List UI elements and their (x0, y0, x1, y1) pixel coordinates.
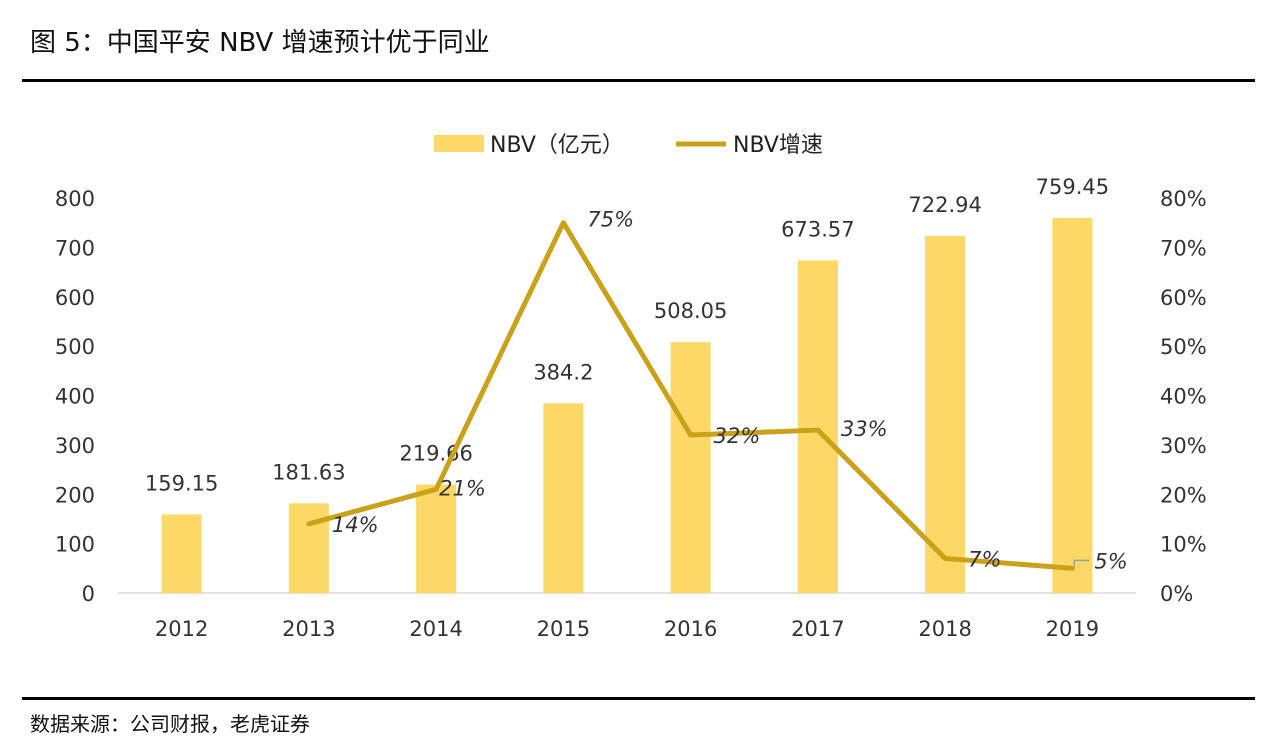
right-axis-tick: 80% (1160, 187, 1207, 211)
bar-2017 (797, 260, 838, 593)
right-axis-tick: 60% (1160, 286, 1207, 310)
bar-value-label: 508.05 (654, 299, 727, 323)
left-axis-tick: 700 (55, 236, 95, 260)
right-axis-tick: 40% (1160, 385, 1207, 409)
bar-2018 (925, 236, 966, 593)
bar-value-label: 159.15 (145, 471, 218, 495)
right-axis-tick: 70% (1160, 236, 1207, 260)
bar-2016 (670, 342, 711, 593)
x-axis-tick: 2015 (537, 617, 590, 641)
bar-value-label: 759.45 (1036, 175, 1109, 199)
growth-line (306, 220, 1075, 571)
right-axis-tick: 0% (1160, 582, 1193, 606)
bar-value-label: 673.57 (781, 217, 854, 241)
growth-value-label: 14% (332, 513, 379, 537)
data-source-note: 数据来源：公司财报，老虎证券 (30, 712, 310, 736)
bar-value-label: 384.2 (533, 360, 593, 384)
legend-label-bar: NBV（亿元） (490, 133, 624, 158)
bar-value-label: 219.66 (399, 442, 472, 466)
x-axis-tick: 2018 (918, 617, 971, 641)
bar-2014 (416, 484, 457, 593)
bar-2012 (161, 514, 202, 593)
right-axis-tick: 10% (1160, 533, 1207, 557)
x-axis-tick: 2017 (791, 617, 844, 641)
left-axis-tick: 300 (55, 434, 95, 458)
x-axis-tick: 2014 (409, 617, 462, 641)
bar-2019 (1052, 218, 1093, 594)
left-axis-tick: 500 (55, 335, 95, 359)
bar-value-label: 722.94 (908, 193, 981, 217)
chart-title: 图 5：中国平安 NBV 增速预计优于同业 (30, 28, 490, 58)
growth-value-label: 7% (968, 547, 1001, 571)
growth-value-label: 21% (439, 476, 486, 500)
bar-2015 (543, 403, 584, 593)
x-axis-tick: 2013 (282, 617, 335, 641)
left-axis-tick: 400 (55, 385, 95, 409)
x-axis-tick: 2012 (155, 617, 208, 641)
legend-label-line: NBV增速 (733, 133, 823, 158)
bar-value-label: 181.63 (272, 460, 345, 484)
bottom-divider (22, 697, 1255, 700)
legend-swatch-bar (434, 135, 484, 152)
top-divider (22, 79, 1255, 82)
left-axis-tick: 800 (55, 187, 95, 211)
x-axis-tick: 2016 (664, 617, 717, 641)
label-connector (1073, 559, 1090, 567)
left-axis-tick: 0 (82, 582, 95, 606)
x-axis-tick: 2019 (1046, 617, 1099, 641)
bar-2013 (288, 503, 329, 593)
left-axis-tick: 200 (55, 483, 95, 507)
right-axis-tick: 20% (1160, 483, 1207, 507)
growth-value-label: 5% (1094, 549, 1127, 573)
right-axis-tick: 30% (1160, 434, 1207, 458)
growth-value-label: 33% (841, 417, 888, 441)
left-axis-tick: 100 (55, 533, 95, 557)
growth-value-label: 32% (714, 424, 761, 448)
left-axis-tick: 600 (55, 286, 95, 310)
right-axis-tick: 50% (1160, 335, 1207, 359)
growth-value-label: 75% (587, 208, 634, 232)
